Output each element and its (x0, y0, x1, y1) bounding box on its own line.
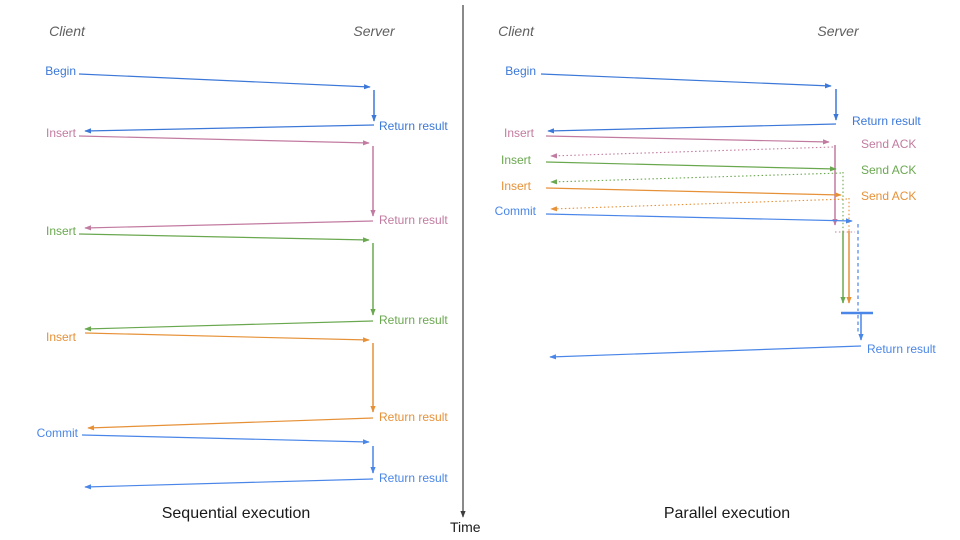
par-insert3-ack-line (550, 198, 848, 212)
par-insert1-label: Insert (504, 126, 535, 140)
seq-insert2-return-line (84, 320, 374, 332)
seq-client-header: Client (49, 23, 86, 39)
seq-commit-response-label: Return result (379, 471, 448, 485)
seq-server-header: Server (353, 23, 396, 39)
par-insert2-ack-line (550, 172, 842, 185)
seq-insert2-response-label: Return result (379, 313, 448, 327)
seq-insert1-response-label: Return result (379, 213, 448, 227)
time-axis: Time (450, 5, 481, 535)
seq-insert3-return-line (87, 417, 374, 431)
time-axis-label: Time (450, 519, 481, 535)
par-insert3-label: Insert (501, 179, 532, 193)
parallel-panel: Client Server Begin Return result Insert… (495, 23, 937, 522)
seq-begin-response-label: Return result (379, 119, 448, 133)
par-begin-response-label: Return result (852, 114, 921, 128)
seq-commit-request-line (81, 434, 370, 445)
parallel-title: Parallel execution (664, 505, 790, 522)
seq-begin-label: Begin (45, 64, 76, 78)
seq-commit-label: Commit (37, 426, 79, 440)
par-client-header: Client (498, 23, 535, 39)
par-commit-label: Commit (495, 204, 537, 218)
seq-insert2-label: Insert (46, 224, 77, 238)
seq-insert2-request-line (78, 233, 370, 243)
par-insert1-ack-line (550, 146, 834, 159)
par-insert2-ack-label: Send ACK (861, 163, 916, 177)
seq-insert3-response-label: Return result (379, 410, 448, 424)
seq-insert1-label: Insert (46, 126, 77, 140)
par-insert1-request-line (545, 135, 830, 145)
par-commit-request-line (545, 213, 853, 224)
sequential-panel: Client Server Begin Return result Insert… (37, 23, 449, 522)
seq-insert3-label: Insert (46, 330, 77, 344)
par-insert3-ack-label: Send ACK (861, 189, 916, 203)
par-insert1-ack-label: Send ACK (861, 137, 916, 151)
seq-insert1-request-line (78, 135, 370, 146)
par-insert2-label: Insert (501, 153, 532, 167)
par-insert3-request-line (545, 187, 842, 198)
seq-insert1-return-line (84, 220, 374, 231)
sequential-title: Sequential execution (162, 505, 311, 522)
seq-insert3-request-line (84, 332, 370, 343)
par-server-header: Server (817, 23, 860, 39)
par-begin-request-line (540, 73, 832, 89)
par-begin-return-line (547, 123, 837, 134)
par-begin-label: Begin (505, 64, 536, 78)
seq-begin-request-line (78, 73, 371, 90)
par-commit-response-label: Return result (867, 342, 936, 356)
par-commit-return-line (549, 345, 862, 360)
seq-begin-return-line (84, 124, 375, 134)
par-insert2-request-line (545, 161, 837, 172)
seq-commit-return-line (84, 478, 374, 490)
